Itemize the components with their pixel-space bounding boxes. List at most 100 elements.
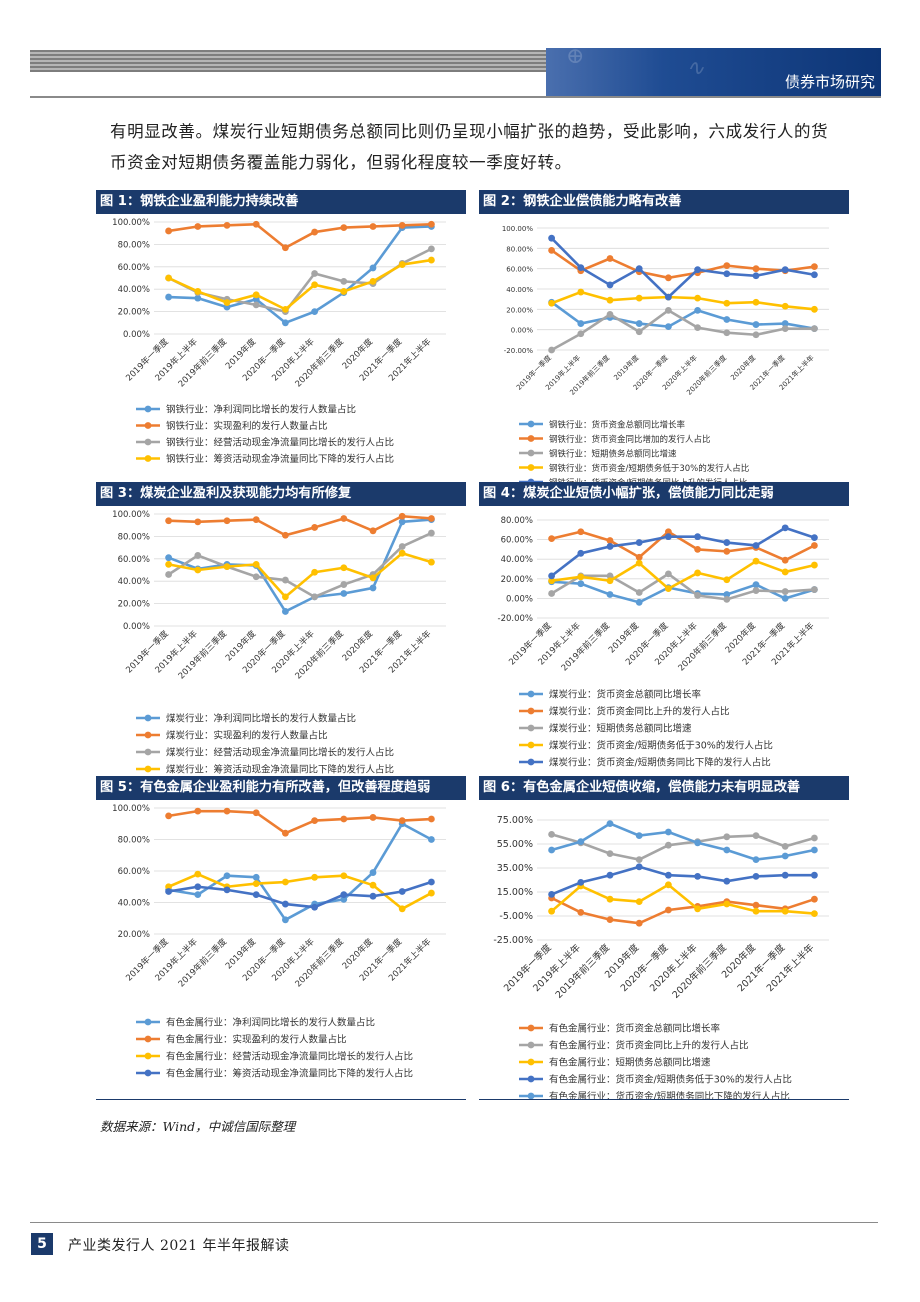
data-point bbox=[223, 221, 231, 229]
legend-label: 钢铁行业：净利润同比增长的发行人数量占比 bbox=[166, 404, 356, 416]
data-point bbox=[606, 820, 614, 827]
y-tick-label: 20.00% bbox=[506, 306, 533, 314]
data-point bbox=[723, 329, 731, 337]
y-tick-label: 20.00% bbox=[118, 930, 150, 940]
data-point bbox=[165, 227, 172, 235]
series-line bbox=[550, 883, 815, 915]
data-point bbox=[165, 554, 172, 562]
data-point bbox=[165, 517, 172, 525]
data-point bbox=[398, 543, 406, 550]
data-point bbox=[577, 573, 585, 581]
data-point bbox=[752, 907, 760, 915]
x-tick-label: 2020年前三季度 bbox=[293, 628, 346, 681]
legend-label: 有色金属行业：货币资金/短期债务同比下降的发行人占比 bbox=[549, 1091, 790, 1101]
y-tick-label: 80.00% bbox=[118, 532, 150, 542]
header-stripes bbox=[30, 50, 550, 72]
data-point bbox=[223, 517, 231, 525]
data-point bbox=[635, 265, 643, 273]
legend-label: 有色金属行业：实现盈利的发行人数量占比 bbox=[166, 1034, 347, 1046]
y-tick-label: 20.00% bbox=[118, 308, 150, 318]
chart-4: -20.00% 0.00% 20.00% 40.00% 60.00% 80.00% 2019… bbox=[479, 516, 849, 791]
data-point bbox=[635, 832, 643, 839]
data-point bbox=[223, 807, 231, 815]
data-point bbox=[252, 880, 260, 887]
data-point bbox=[252, 516, 260, 523]
legend-marker bbox=[527, 1024, 535, 1032]
data-point bbox=[311, 817, 318, 824]
data-point bbox=[723, 877, 731, 885]
x-tick-label: 2020年前三季度 bbox=[293, 936, 346, 989]
data-point bbox=[340, 872, 348, 880]
data-point bbox=[606, 871, 614, 879]
data-point bbox=[781, 524, 789, 532]
data-point bbox=[398, 905, 406, 913]
data-point bbox=[606, 281, 614, 289]
legend-marker bbox=[527, 420, 535, 428]
series-line bbox=[168, 809, 432, 835]
legend-label: 煤炭行业：经营活动现金净流量同比增长的发行人占比 bbox=[166, 747, 394, 759]
data-point bbox=[723, 547, 731, 555]
y-tick-label: 100.00% bbox=[502, 225, 533, 233]
data-point bbox=[606, 577, 614, 585]
legend-marker bbox=[144, 1052, 152, 1060]
data-point bbox=[282, 900, 289, 908]
data-point bbox=[781, 852, 789, 860]
data-point bbox=[194, 807, 202, 815]
data-point bbox=[282, 593, 289, 601]
data-point bbox=[165, 571, 172, 578]
series-line bbox=[550, 526, 815, 577]
data-point bbox=[665, 533, 672, 541]
legend-marker bbox=[527, 449, 535, 457]
data-point bbox=[165, 888, 172, 895]
section-title: 债券市场研究 bbox=[784, 73, 875, 91]
series-line bbox=[550, 249, 815, 280]
data-point bbox=[694, 592, 701, 599]
page-number: 5 bbox=[31, 1233, 53, 1255]
data-point bbox=[577, 264, 585, 272]
data-point bbox=[369, 869, 377, 876]
data-point bbox=[428, 245, 435, 253]
data-point bbox=[548, 535, 555, 543]
data-point bbox=[781, 588, 789, 595]
y-tick-label: 60.00% bbox=[118, 555, 150, 565]
data-point bbox=[606, 591, 614, 598]
banner-decoration: ⊕ bbox=[566, 48, 585, 69]
data-point bbox=[635, 559, 643, 567]
data-point bbox=[811, 263, 818, 271]
y-tick-label: -25.00% bbox=[493, 935, 533, 946]
header-banner: ⊕ ∿ 债券市场研究 bbox=[546, 48, 881, 96]
data-point bbox=[723, 262, 731, 270]
data-point bbox=[548, 577, 555, 585]
chart-title: 图 6：有色金属企业短债收缩，偿债能力未有明显改善 bbox=[479, 776, 849, 800]
data-point bbox=[752, 901, 760, 909]
data-point bbox=[194, 552, 202, 559]
series-line bbox=[551, 865, 815, 896]
data-point bbox=[282, 305, 289, 313]
data-point bbox=[340, 515, 348, 522]
data-point bbox=[606, 916, 614, 923]
legend-marker bbox=[527, 464, 535, 471]
data-point bbox=[781, 556, 789, 564]
data-point bbox=[811, 542, 818, 549]
data-point bbox=[577, 320, 585, 327]
data-point bbox=[340, 815, 348, 823]
chart-panel-1: 图 1：钢铁企业盈利能力持续改善 0.00% 20.00% 40.00% 60.00%… bbox=[96, 190, 466, 499]
data-point bbox=[282, 829, 289, 837]
legend-marker bbox=[527, 758, 535, 766]
x-tick-label: 2020年度 bbox=[729, 353, 758, 382]
chart-panel-5: 图 5：有色金属企业盈利能力有所改善，但改善程度趋弱 20.00% 40.00% 6… bbox=[96, 776, 466, 1100]
data-point bbox=[165, 293, 172, 301]
intro-paragraph: 有明显改善。煤炭行业短期债务总额同比则仍呈现小幅扩张的趋势，受此影响，六成发行人… bbox=[110, 122, 829, 172]
data-point bbox=[606, 572, 614, 580]
data-point bbox=[811, 910, 818, 917]
data-point bbox=[369, 584, 377, 592]
legend-marker bbox=[144, 422, 152, 429]
data-point bbox=[752, 856, 760, 863]
legend-label: 钢铁行业：经营活动现金净流量同比增长的发行人占比 bbox=[166, 437, 394, 449]
y-tick-label: 40.00% bbox=[501, 555, 533, 565]
data-point bbox=[548, 590, 555, 597]
legend-marker bbox=[144, 748, 152, 756]
data-point bbox=[282, 916, 289, 924]
data-point bbox=[723, 833, 731, 841]
data-point bbox=[194, 518, 202, 526]
